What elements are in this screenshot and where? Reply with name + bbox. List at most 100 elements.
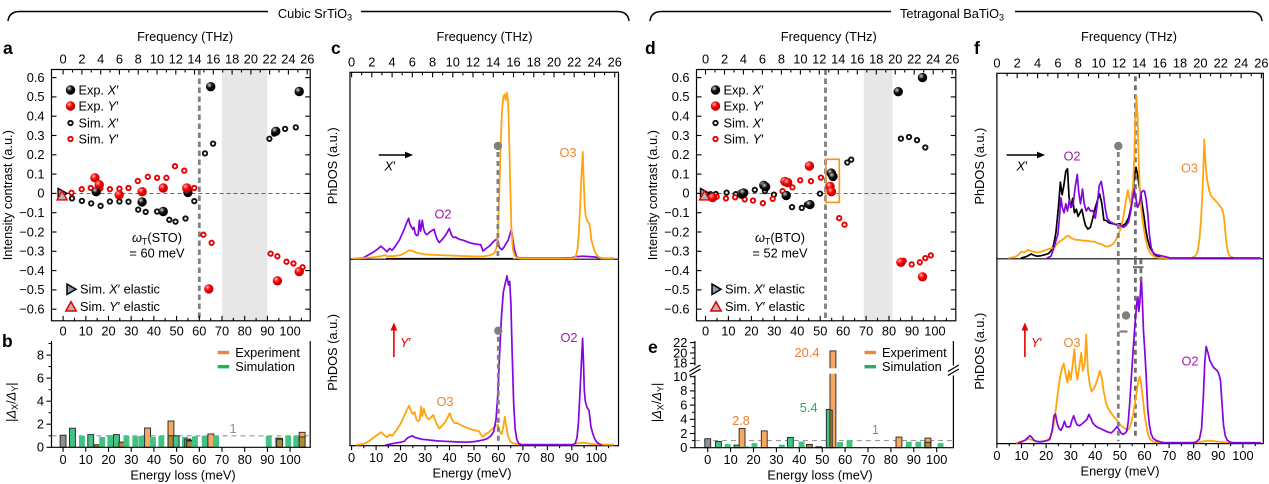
svg-text:d: d <box>645 38 656 58</box>
svg-text:16: 16 <box>506 54 520 69</box>
svg-text:0: 0 <box>993 448 1000 463</box>
svg-text:80: 80 <box>238 452 252 467</box>
svg-text:90: 90 <box>565 450 579 465</box>
svg-text:0: 0 <box>704 452 711 467</box>
svg-text:Experiment: Experiment <box>882 345 947 360</box>
svg-text:70: 70 <box>861 452 875 467</box>
svg-text:a: a <box>3 38 13 58</box>
svg-text:100: 100 <box>279 323 300 338</box>
svg-text:6: 6 <box>1054 55 1061 70</box>
svg-text:40: 40 <box>1088 448 1102 463</box>
svg-text:90: 90 <box>260 323 274 338</box>
svg-text:Energy (meV): Energy (meV) <box>433 466 512 481</box>
svg-text:PhDOS (a.u.): PhDOS (a.u.) <box>325 314 340 391</box>
svg-text:26: 26 <box>1254 55 1268 70</box>
svg-text:10: 10 <box>446 54 460 69</box>
svg-text:−0.4: −0.4 <box>19 263 44 278</box>
svg-text:|ΔX/ΔY|: |ΔX/ΔY| <box>4 382 21 421</box>
svg-text:30: 30 <box>124 452 138 467</box>
svg-text:0.1: 0.1 <box>27 166 45 181</box>
svg-text:ωT(BTO): ωT(BTO) <box>755 230 805 247</box>
svg-text:8: 8 <box>37 347 44 362</box>
svg-text:0: 0 <box>682 186 689 201</box>
svg-text:PhDOS (a.u.): PhDOS (a.u.) <box>972 313 987 390</box>
svg-text:50: 50 <box>1113 448 1127 463</box>
svg-text:40: 40 <box>790 323 804 338</box>
svg-text:60: 60 <box>192 323 206 338</box>
svg-text:50: 50 <box>169 452 183 467</box>
svg-text:16: 16 <box>206 52 220 67</box>
svg-text:70: 70 <box>1162 448 1176 463</box>
svg-text:Simulation: Simulation <box>235 359 295 374</box>
svg-text:−0.2: −0.2 <box>664 224 689 239</box>
svg-text:ωT(STO): ωT(STO) <box>132 230 182 247</box>
svg-text:Frequency (THz): Frequency (THz) <box>137 29 233 44</box>
svg-text:0.3: 0.3 <box>27 128 45 143</box>
svg-text:Frequency (THz): Frequency (THz) <box>1081 29 1177 44</box>
svg-text:0.4: 0.4 <box>27 109 45 124</box>
svg-text:−0.1: −0.1 <box>664 205 689 220</box>
svg-text:50: 50 <box>467 450 481 465</box>
svg-text:50: 50 <box>169 323 183 338</box>
svg-text:2.8: 2.8 <box>732 413 750 428</box>
svg-text:−0.6: −0.6 <box>19 302 44 317</box>
svg-text:22: 22 <box>567 54 581 69</box>
svg-text:90: 90 <box>907 452 921 467</box>
svg-text:18: 18 <box>869 52 883 67</box>
svg-text:Exp. X′: Exp. X′ <box>79 82 120 97</box>
svg-text:14: 14 <box>486 54 500 69</box>
svg-text:0: 0 <box>60 323 67 338</box>
svg-text:PhDOS (a.u.): PhDOS (a.u.) <box>972 128 987 205</box>
svg-text:= 52 meV: = 52 meV <box>752 246 808 261</box>
svg-text:2: 2 <box>680 426 687 441</box>
svg-text:X′: X′ <box>384 159 397 174</box>
svg-text:60: 60 <box>838 452 852 467</box>
svg-text:e: e <box>648 337 658 357</box>
svg-text:5.4: 5.4 <box>800 400 818 415</box>
svg-text:O2: O2 <box>1181 354 1198 369</box>
svg-text:80: 80 <box>882 323 896 338</box>
svg-text:12: 12 <box>466 54 480 69</box>
svg-text:PhDOS (a.u.): PhDOS (a.u.) <box>325 127 340 204</box>
svg-text:100: 100 <box>279 452 300 467</box>
svg-text:20: 20 <box>547 54 561 69</box>
svg-text:30: 30 <box>769 452 783 467</box>
svg-text:26: 26 <box>300 52 314 67</box>
svg-text:6: 6 <box>409 54 416 69</box>
svg-text:8: 8 <box>429 54 436 69</box>
svg-text:12: 12 <box>812 52 826 67</box>
svg-text:10: 10 <box>1091 55 1105 70</box>
svg-text:6: 6 <box>37 370 44 385</box>
svg-text:0: 0 <box>60 52 67 67</box>
svg-text:20: 20 <box>101 323 115 338</box>
svg-text:4: 4 <box>37 394 44 409</box>
svg-text:100: 100 <box>926 452 947 467</box>
svg-text:8: 8 <box>1075 55 1082 70</box>
svg-text:50: 50 <box>815 452 829 467</box>
svg-text:30: 30 <box>418 450 432 465</box>
svg-text:Simulation: Simulation <box>882 359 942 374</box>
svg-text:−0.5: −0.5 <box>664 282 689 297</box>
svg-text:O3: O3 <box>1181 161 1198 176</box>
svg-text:4: 4 <box>389 54 396 69</box>
svg-text:40: 40 <box>792 452 806 467</box>
svg-text:12: 12 <box>169 52 183 67</box>
svg-text:30: 30 <box>767 323 781 338</box>
svg-text:Frequency (THz): Frequency (THz) <box>437 29 533 44</box>
svg-text:4: 4 <box>680 412 687 427</box>
svg-text:Sim. Y′: Sim. Y′ <box>79 131 120 146</box>
svg-text:14: 14 <box>187 52 201 67</box>
svg-text:20: 20 <box>888 52 902 67</box>
svg-text:16: 16 <box>1153 55 1167 70</box>
svg-text:0.3: 0.3 <box>672 128 690 143</box>
svg-text:2: 2 <box>78 52 85 67</box>
svg-text:1: 1 <box>872 422 879 437</box>
svg-text:2: 2 <box>1014 55 1021 70</box>
svg-text:100: 100 <box>586 450 607 465</box>
svg-text:Sim. Y′ elastic: Sim. Y′ elastic <box>80 299 161 314</box>
svg-text:4: 4 <box>1034 55 1041 70</box>
svg-text:70: 70 <box>859 323 873 338</box>
svg-text:O2: O2 <box>434 207 451 222</box>
svg-text:70: 70 <box>215 323 229 338</box>
svg-text:0: 0 <box>993 55 1000 70</box>
